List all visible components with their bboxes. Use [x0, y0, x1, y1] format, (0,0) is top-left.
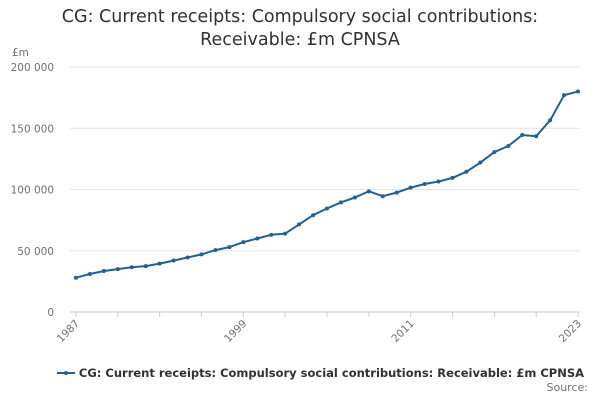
data-point-1998[interactable] — [227, 245, 232, 250]
data-point-2016[interactable] — [478, 160, 483, 165]
legend[interactable]: CG: Current receipts: Compulsory social … — [56, 366, 584, 380]
data-point-1994[interactable] — [171, 258, 176, 263]
data-point-1999[interactable] — [241, 240, 246, 245]
x-tick-label-2: 2011 — [389, 318, 416, 345]
data-point-1988[interactable] — [87, 272, 92, 277]
data-point-2007[interactable] — [352, 195, 357, 200]
data-point-2011[interactable] — [408, 185, 413, 190]
data-point-2015[interactable] — [464, 169, 469, 174]
x-tick-label-0: 1987 — [55, 318, 82, 345]
legend-series-label: CG: Current receipts: Compulsory social … — [78, 366, 584, 380]
data-point-2023[interactable] — [576, 89, 580, 94]
data-point-2009[interactable] — [380, 194, 385, 199]
data-point-2019[interactable] — [520, 132, 525, 137]
data-point-2012[interactable] — [422, 181, 427, 186]
data-point-1990[interactable] — [115, 267, 120, 272]
data-point-1997[interactable] — [213, 248, 218, 253]
y-tick-label-1: 50 000 — [17, 246, 54, 258]
data-point-2004[interactable] — [311, 213, 316, 218]
data-point-2001[interactable] — [269, 232, 274, 237]
data-point-1995[interactable] — [185, 255, 190, 260]
data-point-2005[interactable] — [325, 206, 329, 211]
data-point-2002[interactable] — [283, 231, 288, 236]
y-tick-labels: 0 50 000 100 000 150 000 200 000 — [11, 62, 54, 319]
data-point-1991[interactable] — [129, 265, 134, 270]
data-point-2021[interactable] — [548, 118, 553, 123]
chart-title: CG: Current receipts: Compulsory social … — [61, 7, 539, 50]
y-tick-label-3: 150 000 — [11, 123, 54, 135]
y-tick-label-0: 0 — [47, 307, 54, 319]
data-point-2013[interactable] — [436, 179, 441, 184]
data-point-1993[interactable] — [157, 261, 162, 266]
data-point-1989[interactable] — [101, 268, 106, 273]
data-point-2000[interactable] — [255, 236, 260, 241]
data-point-1992[interactable] — [143, 264, 148, 269]
series-line-0 — [75, 90, 579, 279]
data-point-2003[interactable] — [297, 222, 302, 227]
data-point-2017[interactable] — [492, 150, 497, 155]
axis-layer — [70, 311, 580, 317]
y-tick-label-4: 200 000 — [11, 62, 54, 74]
data-point-2018[interactable] — [506, 144, 511, 149]
data-point-2022[interactable] — [562, 93, 567, 98]
data-point-2010[interactable] — [394, 190, 399, 195]
y-axis-unit-label: £m — [12, 47, 29, 59]
data-point-1987[interactable] — [74, 275, 78, 280]
source-label: Source: — [546, 381, 589, 394]
y-tick-label-2: 100 000 — [11, 185, 54, 197]
data-point-1996[interactable] — [199, 252, 204, 257]
x-tick-label-3: 2023 — [557, 318, 584, 345]
legend-series-swatch — [56, 368, 75, 378]
x-tick-label-1: 1999 — [222, 318, 249, 345]
data-point-2008[interactable] — [366, 189, 371, 194]
grid-layer — [70, 66, 580, 252]
data-point-2014[interactable] — [450, 175, 455, 180]
x-tick-labels: 1987 1999 2011 2023 — [55, 318, 584, 345]
data-point-2020[interactable] — [534, 134, 539, 139]
series-layer — [74, 89, 580, 280]
data-point-2006[interactable] — [338, 200, 343, 205]
